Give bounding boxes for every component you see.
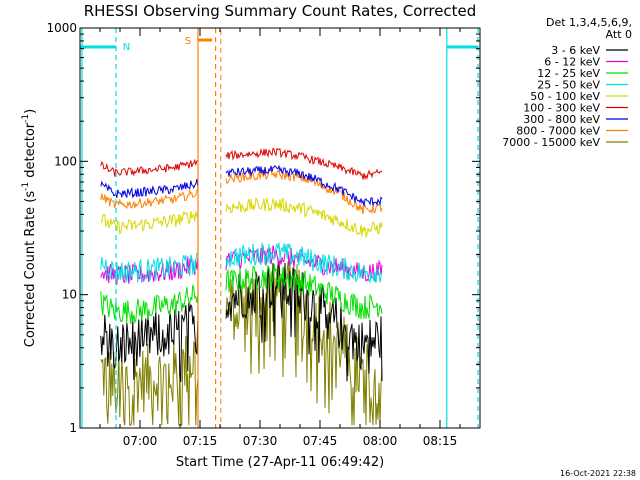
series-line-5-seg-0 bbox=[100, 158, 199, 177]
series-line-0-seg-0 bbox=[100, 302, 199, 382]
series-line-8-seg-0 bbox=[100, 335, 199, 426]
legend-label-2: 12 - 25 keV bbox=[537, 67, 600, 80]
legend-label-1: 6 - 12 keV bbox=[544, 56, 600, 69]
legend-label-6: 300 - 800 keV bbox=[523, 113, 600, 126]
marker-label-n: N bbox=[123, 42, 130, 53]
series-line-6-seg-1 bbox=[225, 164, 383, 207]
x-tick-label-4: 08:00 bbox=[363, 434, 398, 448]
chart-title: RHESSI Observing Summary Count Rates, Co… bbox=[84, 2, 477, 20]
series-line-7-seg-0 bbox=[100, 188, 199, 210]
legend-label-8: 7000 - 15000 keV bbox=[502, 136, 600, 149]
y-tick-label-0: 1 bbox=[69, 421, 77, 435]
timestamp: 16-Oct-2021 22:38 bbox=[560, 469, 636, 478]
x-axis-label: Start Time (27-Apr-11 06:49:42) bbox=[176, 455, 384, 470]
legend-label-3: 25 - 50 keV bbox=[537, 79, 600, 92]
series-line-8-seg-1 bbox=[225, 257, 383, 426]
x-tick-label-2: 07:30 bbox=[243, 434, 278, 448]
series-line-3-seg-0 bbox=[100, 252, 199, 283]
y-axis-label: Corrected Count Rate (s-1 detector-1) bbox=[21, 109, 38, 347]
series-line-4-seg-0 bbox=[100, 210, 199, 235]
y-tick-label-3: 1000 bbox=[46, 21, 77, 35]
marker-label-s: S bbox=[185, 36, 191, 47]
y-tick-label-1: 10 bbox=[62, 288, 77, 302]
x-tick-label-1: 07:15 bbox=[183, 434, 218, 448]
legend-label-4: 50 - 100 keV bbox=[530, 90, 600, 103]
series-line-5-seg-1 bbox=[225, 147, 383, 181]
series-line-3-seg-1 bbox=[225, 242, 383, 284]
y-tick-label-2: 100 bbox=[54, 154, 77, 168]
series-line-2-seg-0 bbox=[100, 284, 199, 325]
series-line-0-seg-1 bbox=[225, 262, 383, 382]
legend-label-5: 100 - 300 keV bbox=[523, 102, 600, 115]
legend-attenuator: Att 0 bbox=[606, 28, 632, 41]
x-tick-label-5: 08:15 bbox=[423, 434, 458, 448]
x-tick-label-3: 07:45 bbox=[303, 434, 338, 448]
legend-label-7: 800 - 7000 keV bbox=[516, 125, 600, 138]
legend-label-0: 3 - 6 keV bbox=[551, 44, 600, 57]
legend-detectors: Det 1,3,4,5,6,9, bbox=[546, 16, 632, 29]
x-tick-label-0: 07:00 bbox=[123, 434, 158, 448]
series-line-6-seg-0 bbox=[100, 178, 199, 199]
series-line-4-seg-1 bbox=[225, 196, 383, 239]
plot-area: NS bbox=[80, 28, 479, 428]
series-line-2-seg-1 bbox=[225, 263, 383, 320]
